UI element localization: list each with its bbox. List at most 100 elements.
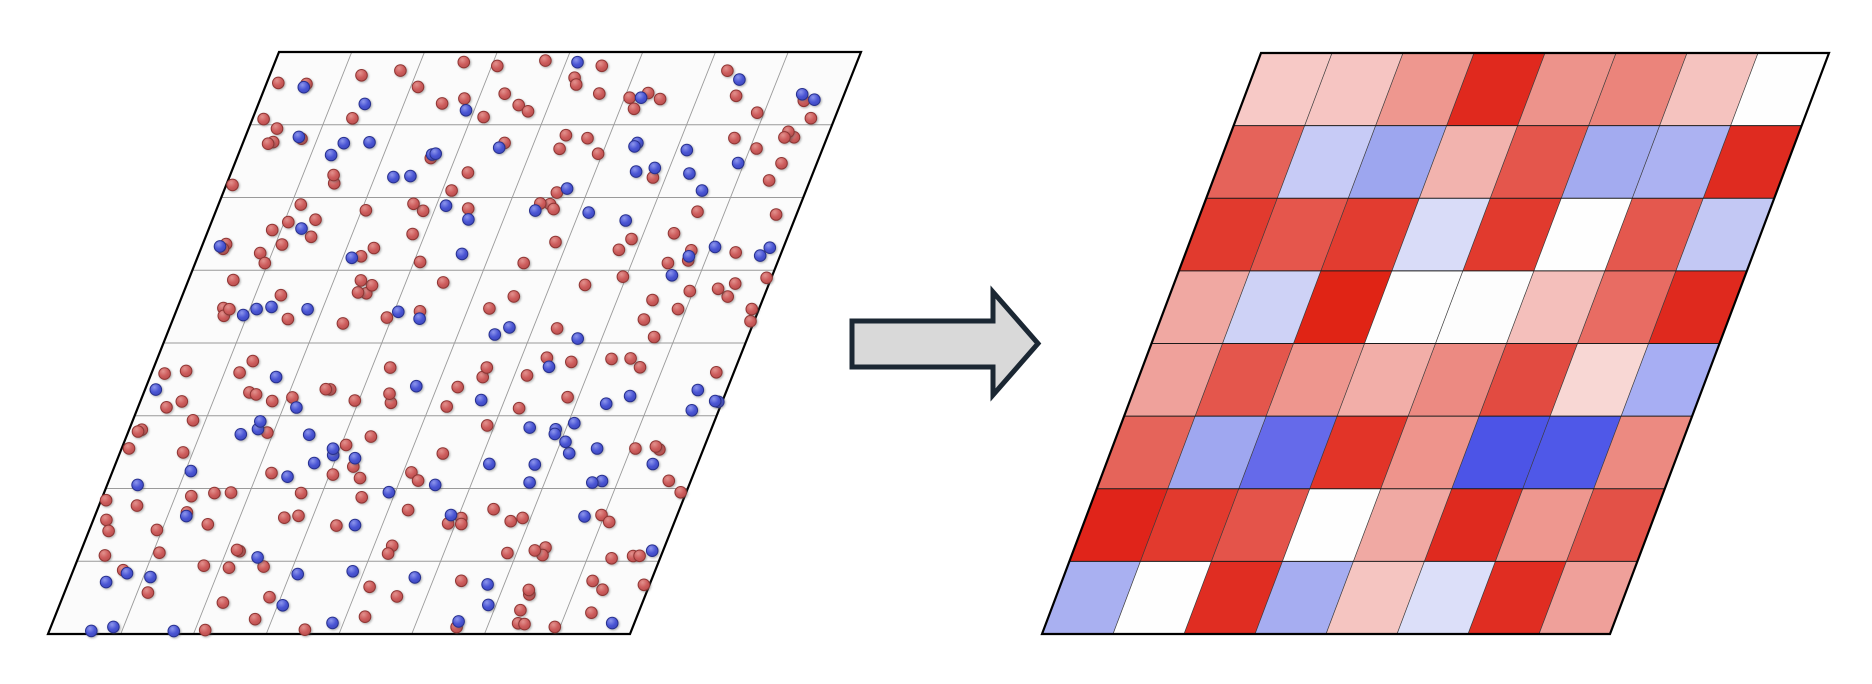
red-particle-dot bbox=[569, 78, 583, 91]
blue-particle-dot bbox=[410, 379, 423, 393]
blue-particle-dot bbox=[184, 464, 198, 478]
blue-particle-dot bbox=[345, 251, 359, 265]
red-particle-dot bbox=[711, 282, 725, 296]
heatmap-cell-r6c1 bbox=[1096, 416, 1196, 489]
heatmap-cell-r3c7 bbox=[1604, 198, 1704, 271]
red-particle-dot bbox=[274, 288, 288, 302]
heatmap-cell-r7c2 bbox=[1140, 488, 1239, 562]
blue-particle-dot bbox=[408, 571, 422, 584]
red-particle-dot bbox=[185, 489, 198, 503]
blue-particle-dot bbox=[682, 249, 696, 263]
red-particle-dot bbox=[380, 311, 394, 324]
heatmap-cell-r8c5 bbox=[1326, 561, 1425, 634]
blue-particle-dot bbox=[559, 435, 572, 449]
red-particle-dot bbox=[175, 395, 189, 408]
blue-particle-dot bbox=[348, 451, 362, 465]
red-particle-dot bbox=[480, 361, 494, 374]
red-particle-dot bbox=[559, 128, 573, 142]
blue-particle-dot bbox=[363, 136, 376, 149]
blue-particle-dot bbox=[523, 476, 536, 489]
red-particle-dot bbox=[521, 105, 535, 118]
red-particle-dot bbox=[548, 620, 562, 634]
red-particle-dot bbox=[99, 493, 113, 507]
red-particle-dot bbox=[750, 106, 764, 119]
red-particle-dot bbox=[528, 544, 542, 557]
blue-particle-dot bbox=[578, 510, 591, 523]
blue-particle-dot bbox=[253, 415, 267, 428]
heatmap-cell-r8c1 bbox=[1042, 561, 1141, 634]
blue-particle-dot bbox=[590, 442, 604, 455]
red-particle-dot bbox=[491, 59, 504, 73]
red-particle-dot bbox=[549, 235, 562, 249]
red-particle-dot bbox=[227, 273, 240, 287]
blue-particle-dot bbox=[85, 624, 98, 638]
red-particle-dot bbox=[778, 131, 791, 144]
red-particle-dot bbox=[591, 147, 605, 160]
red-particle-dot bbox=[278, 511, 291, 525]
red-particle-dot bbox=[319, 382, 333, 396]
blue-particle-dot bbox=[324, 148, 338, 162]
heatmap-cell-r6c2 bbox=[1167, 416, 1267, 489]
red-particle-dot bbox=[561, 390, 574, 404]
blue-particle-dot bbox=[251, 551, 264, 564]
blue-particle-dot bbox=[628, 140, 641, 153]
heatmap-cell-r6c3 bbox=[1238, 416, 1338, 489]
heatmap-cell-r1c7 bbox=[1659, 53, 1758, 126]
red-particle-dot bbox=[176, 446, 190, 459]
blue-particle-dot bbox=[695, 184, 709, 197]
red-particle-dot bbox=[208, 486, 221, 500]
red-particle-dot bbox=[633, 361, 647, 374]
blue-particle-dot bbox=[483, 457, 496, 471]
red-particle-dot bbox=[233, 366, 246, 379]
blue-particle-dot bbox=[348, 518, 362, 532]
heatmap-cell-r1c4 bbox=[1446, 53, 1545, 126]
red-particle-dot bbox=[186, 414, 200, 427]
red-particle-dot bbox=[272, 76, 285, 90]
red-particle-dot bbox=[633, 549, 646, 563]
red-particle-dot bbox=[586, 574, 599, 588]
red-particle-dot bbox=[612, 243, 626, 257]
red-particle-dot bbox=[294, 198, 308, 211]
blue-particle-dot bbox=[482, 598, 495, 612]
red-particle-dot bbox=[348, 394, 362, 407]
blue-particle-dot bbox=[646, 457, 660, 471]
blue-particle-dot bbox=[685, 404, 699, 417]
blue-particle-dot bbox=[99, 575, 113, 589]
blue-particle-dot bbox=[619, 214, 633, 227]
red-particle-dot bbox=[595, 59, 609, 73]
heatmap-cell-r3c4 bbox=[1391, 198, 1491, 271]
heatmap-cell-r6c8 bbox=[1593, 416, 1693, 489]
red-particle-dot bbox=[616, 270, 630, 284]
red-particle-dot bbox=[275, 238, 289, 251]
red-particle-dot bbox=[671, 302, 685, 316]
blue-particle-dot bbox=[528, 458, 542, 471]
red-particle-dot bbox=[487, 502, 500, 516]
red-particle-dot bbox=[455, 574, 468, 588]
blue-particle-dot bbox=[455, 247, 469, 261]
blue-particle-dot bbox=[599, 397, 613, 411]
blue-particle-dot bbox=[444, 508, 458, 522]
blue-particle-dot bbox=[733, 73, 746, 86]
red-particle-dot bbox=[367, 241, 381, 255]
blue-particle-dot bbox=[387, 170, 400, 184]
red-particle-dot bbox=[130, 499, 144, 512]
blue-particle-dot bbox=[301, 303, 314, 316]
heatmap-cell-r6c6 bbox=[1451, 416, 1551, 489]
red-particle-dot bbox=[662, 474, 676, 488]
red-particle-dot bbox=[653, 92, 667, 106]
red-particle-dot bbox=[158, 367, 171, 380]
red-particle-dot bbox=[501, 546, 514, 560]
red-particle-dot bbox=[150, 523, 164, 537]
red-particle-dot bbox=[649, 440, 663, 453]
red-particle-dot bbox=[327, 168, 340, 182]
red-particle-dot bbox=[744, 314, 757, 328]
heatmap-cell-r2c2 bbox=[1277, 125, 1376, 199]
red-particle-dot bbox=[390, 590, 404, 603]
blue-particle-dot bbox=[582, 206, 596, 219]
heatmap-cell-r3c3 bbox=[1320, 198, 1420, 271]
red-particle-dot bbox=[383, 361, 397, 374]
blue-particle-dot bbox=[605, 616, 619, 630]
red-particle-dot bbox=[762, 174, 776, 187]
heatmap-cell-r2c8 bbox=[1703, 125, 1802, 199]
red-particle-dot bbox=[629, 442, 642, 455]
